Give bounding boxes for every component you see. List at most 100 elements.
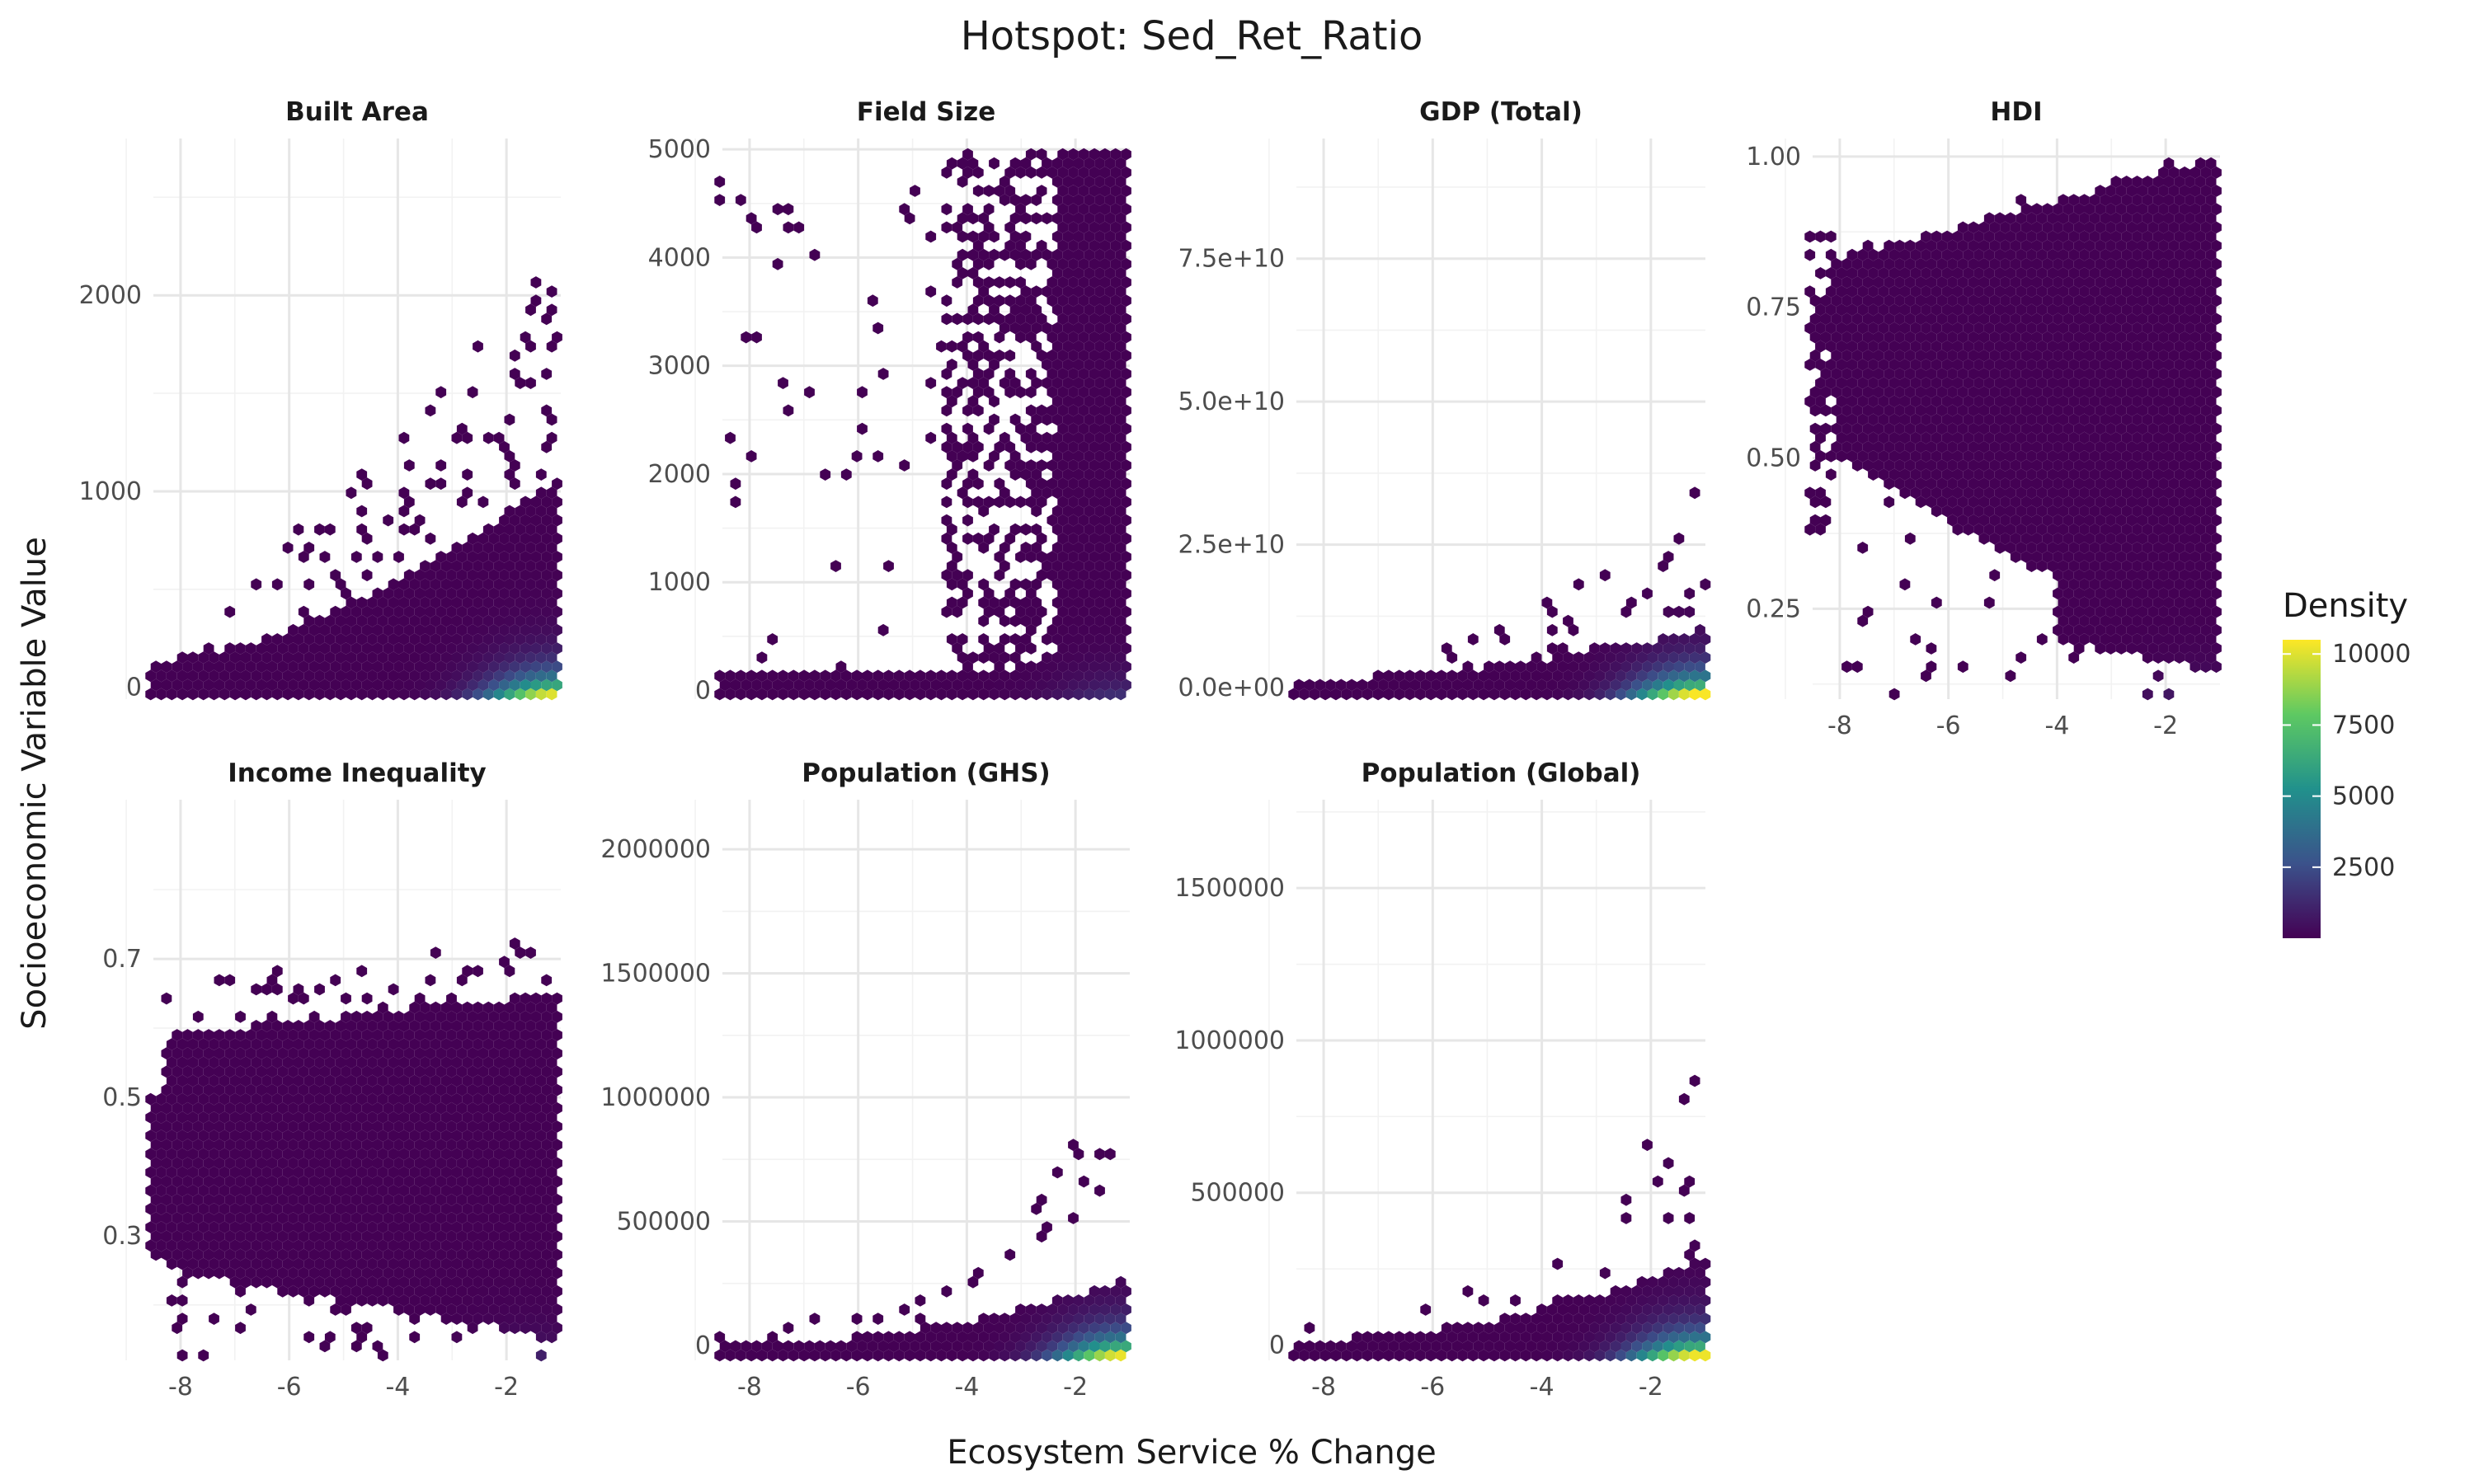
hexbin-cell bbox=[1862, 386, 1874, 399]
hexbin-cell bbox=[1620, 1340, 1632, 1353]
hexbin-cell bbox=[2126, 459, 2138, 472]
hexbin-cell bbox=[1031, 212, 1042, 225]
hexbin-cell bbox=[319, 1248, 331, 1261]
hexbin-cell bbox=[1536, 660, 1547, 674]
hexbin-cell bbox=[1293, 679, 1305, 692]
hexbin-cell bbox=[1968, 294, 1979, 308]
hexbin-cell bbox=[335, 1239, 346, 1252]
hexbin-cell bbox=[2158, 551, 2169, 563]
hexbin-cell bbox=[1963, 267, 1974, 279]
hexbin-cell bbox=[1947, 459, 1958, 472]
hexbin-cell bbox=[1031, 303, 1042, 317]
hexbin-cell bbox=[314, 1129, 325, 1142]
hexbin-cell bbox=[509, 1322, 520, 1335]
hexbin-cell bbox=[293, 1129, 304, 1142]
hexbin-cell bbox=[2058, 212, 2069, 225]
hexbin-cell bbox=[2005, 468, 2016, 481]
hexbin-cell bbox=[319, 1175, 331, 1188]
hexbin-cell bbox=[1868, 413, 1879, 426]
hexbin-cell bbox=[398, 431, 410, 444]
hexbin-cell bbox=[420, 1184, 430, 1197]
hexbin-cell bbox=[1862, 331, 1874, 344]
hexbin-cell bbox=[2058, 395, 2069, 408]
hexbin-cell bbox=[2020, 477, 2032, 491]
hexbin-cell bbox=[2126, 514, 2138, 527]
hexbin-cell bbox=[2000, 495, 2011, 509]
hexbin-cell bbox=[303, 1020, 315, 1032]
hexbin-cell bbox=[1947, 257, 1958, 270]
hexbin-cell bbox=[462, 1038, 473, 1050]
hexbin-cell bbox=[462, 486, 473, 500]
hexbin-cell bbox=[804, 679, 815, 692]
hexbin-cell bbox=[1388, 679, 1399, 692]
hexbin-cell bbox=[962, 660, 973, 674]
hexbin-cell bbox=[1820, 495, 1832, 509]
hexbin-cell bbox=[240, 1056, 252, 1069]
hexbin-cell bbox=[541, 974, 553, 987]
hexbin-cell bbox=[314, 1074, 325, 1087]
hexbin-cell bbox=[261, 1275, 272, 1289]
hexbin-cell bbox=[1989, 404, 2001, 417]
hexbin-cell bbox=[435, 1010, 447, 1023]
hexbin-cell bbox=[440, 1184, 452, 1197]
hexbin-cell bbox=[176, 1111, 188, 1124]
hexbin-cell bbox=[1894, 331, 1905, 344]
hexbin-cell bbox=[535, 1074, 547, 1087]
hexbin-cell bbox=[1563, 1313, 1573, 1325]
hexbin-cell bbox=[324, 1184, 336, 1197]
hexbin-cell bbox=[915, 1331, 926, 1344]
hexbin-cell bbox=[420, 1275, 430, 1289]
hexbin-cell bbox=[1104, 413, 1116, 426]
hexbin-cell bbox=[2073, 477, 2085, 491]
hexbin-cell bbox=[2010, 422, 2021, 435]
hexbin-cell bbox=[251, 983, 262, 996]
hexbin-cell bbox=[224, 679, 236, 692]
hexbin-cell bbox=[488, 1139, 500, 1152]
hexbin-cell bbox=[2142, 248, 2153, 261]
hexbin-cell bbox=[2042, 221, 2053, 234]
hexbin-cell bbox=[2147, 477, 2159, 491]
hexbin-cell bbox=[187, 1038, 199, 1050]
hexbin-cell bbox=[1836, 395, 1847, 408]
hexbin-cell bbox=[2047, 450, 2058, 463]
hexbin-cell bbox=[2137, 276, 2148, 289]
hexbin-cell bbox=[499, 1284, 510, 1298]
hexbin-cell bbox=[1952, 322, 1964, 335]
hexbin-cell bbox=[166, 1111, 177, 1124]
hexbin-cell bbox=[730, 679, 741, 692]
hexbin-cell bbox=[346, 1020, 357, 1032]
hexbin-cell bbox=[1899, 340, 1911, 353]
hexbin-cell bbox=[1020, 1313, 1032, 1325]
hexbin-cell bbox=[1073, 340, 1084, 353]
hexbin-cell bbox=[1978, 532, 1990, 545]
hexbin-cell bbox=[530, 679, 542, 692]
hexbin-cell bbox=[2189, 404, 2201, 417]
hexbin-cell bbox=[341, 1029, 351, 1041]
hexbin-cell bbox=[1084, 157, 1095, 170]
hexbin-cell bbox=[1084, 340, 1095, 353]
y-tick-label: 0.50 bbox=[1746, 444, 1801, 473]
hexbin-cell bbox=[425, 1212, 436, 1224]
hexbin-cell bbox=[2053, 404, 2063, 417]
hexbin-cell bbox=[1700, 651, 1711, 664]
hexbin-cell bbox=[2200, 623, 2212, 636]
hexbin-cell bbox=[383, 1193, 394, 1206]
hexbin-cell bbox=[2058, 285, 2069, 298]
hexbin-cell bbox=[440, 1294, 452, 1307]
hexbin-cell bbox=[535, 1056, 547, 1069]
hexbin-cell bbox=[1089, 679, 1100, 692]
hexbin-cell bbox=[972, 166, 984, 179]
hexbin-cell bbox=[2100, 267, 2111, 279]
hexbin-cell bbox=[1051, 267, 1063, 279]
hexbin-cell bbox=[1915, 349, 1926, 362]
hexbin-cell bbox=[1104, 669, 1116, 683]
hexbin-cell bbox=[2079, 340, 2090, 353]
hexbin-cell bbox=[515, 1166, 526, 1179]
hexbin-cell bbox=[2194, 523, 2206, 536]
hexbin-cell bbox=[150, 1175, 162, 1188]
hexbin-cell bbox=[256, 1266, 267, 1280]
hexbin-cell bbox=[504, 1056, 515, 1069]
hexbin-cell bbox=[240, 1074, 252, 1087]
hexbin-cell bbox=[2100, 194, 2111, 206]
hexbin-cell bbox=[741, 331, 752, 344]
